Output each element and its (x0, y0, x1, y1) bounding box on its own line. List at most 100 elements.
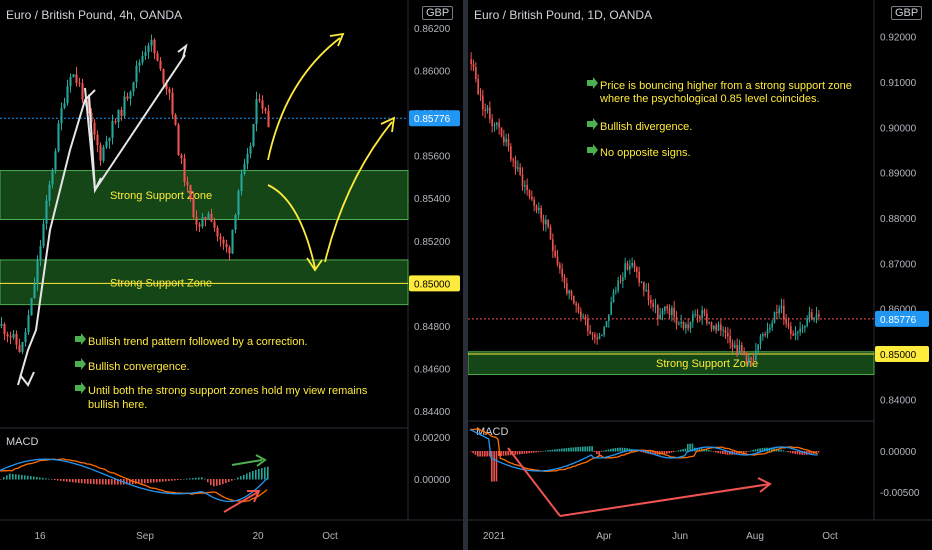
candle-body (652, 303, 654, 307)
yellow-arrowhead (380, 116, 396, 133)
candle-body (801, 327, 804, 329)
candle-body (524, 184, 526, 187)
panel-divider[interactable] (463, 0, 468, 550)
macd-histogram-bar (544, 450, 547, 452)
macd-histogram-bar (547, 450, 549, 452)
level-badge-label: 0.85000 (880, 350, 917, 361)
macd-histogram-bar (565, 448, 568, 452)
macd-histogram-bar (673, 451, 675, 453)
candle-body (703, 310, 706, 314)
candle-body (210, 213, 213, 222)
x-tick-label: Apr (596, 531, 612, 542)
macd-histogram-bar (135, 479, 137, 484)
candle-body (687, 324, 689, 329)
macd-signal-line (469, 428, 818, 473)
candle-body (479, 94, 482, 96)
candle-body (234, 214, 237, 230)
macd-histogram-bar (195, 477, 197, 480)
candle-body (533, 199, 535, 206)
macd-histogram-bar (747, 451, 750, 452)
candle-body (554, 250, 556, 257)
candle-body (680, 321, 682, 324)
candle-body (531, 196, 533, 200)
white-correction-arrow (84, 54, 186, 193)
right-currency-button[interactable]: GBP (891, 6, 923, 20)
macd-histogram-bar (542, 450, 544, 452)
macd-histogram-bar (261, 468, 263, 480)
macd-histogram-bar (96, 479, 98, 485)
macd-histogram-bar (216, 479, 218, 486)
y-tick-label: 0.84000 (880, 395, 917, 406)
macd-histogram-bar (808, 451, 810, 455)
candle-body (33, 284, 36, 299)
macd-histogram-bar (60, 479, 62, 481)
macd-histogram-bar (36, 477, 38, 480)
candle-body (605, 321, 608, 327)
macd-histogram-bar (691, 443, 694, 452)
candle-body (126, 96, 129, 99)
macd-histogram-bar (577, 446, 579, 452)
macd-histogram-bar (801, 451, 803, 455)
left-chart-title: Euro / British Pound, 4h, OANDA (6, 8, 183, 22)
left-chart-panel[interactable]: Euro / British Pound, 4h, OANDA GBP MACD… (0, 0, 463, 550)
macd-histogram-bar (255, 469, 257, 480)
candle-body (701, 310, 703, 318)
candle-body (699, 316, 701, 318)
candle-body (738, 344, 741, 354)
green-arrow-icon (587, 144, 598, 156)
candle-body (610, 302, 612, 315)
macd-histogram-bar (472, 451, 474, 454)
green-arrow-icon (587, 77, 598, 89)
macd-histogram-bar (778, 449, 780, 452)
candle-body (535, 205, 538, 211)
current-price-badge-label: 0.85776 (414, 114, 451, 125)
annotation-text: Bullish convergence. (88, 361, 190, 373)
macd-line (0, 458, 268, 503)
y-tick-label: 0.91000 (880, 78, 917, 89)
macd-histogram-bar (491, 451, 493, 482)
candle-body (496, 122, 498, 125)
macd-histogram-bar (575, 447, 577, 452)
candle-body (675, 316, 678, 325)
candle-body (636, 267, 638, 272)
macd-histogram-bar (498, 451, 500, 457)
macd-histogram-bar (30, 476, 32, 480)
candle-body (580, 311, 582, 318)
macd-histogram-bar (150, 479, 152, 483)
candle-body (183, 158, 186, 183)
white-trend-arrow (17, 89, 96, 386)
macd-histogram-bar (9, 473, 11, 480)
left-currency-button[interactable]: GBP (422, 6, 454, 20)
annotation-text: Bullish trend pattern followed by a corr… (88, 336, 308, 348)
macd-histogram-bar (51, 479, 53, 480)
candle-body (30, 298, 33, 316)
candle-body (596, 337, 598, 340)
macd-histogram-bar (652, 451, 654, 455)
candle-body (813, 317, 815, 320)
annotation-text: Price is bouncing higher from a strong s… (600, 80, 852, 92)
macd-histogram-bar (661, 451, 663, 455)
macd-histogram-bar (474, 451, 477, 455)
right-chart-panel[interactable]: Euro / British Pound, 1D, OANDA GBP MACD… (468, 0, 932, 550)
macd-histogram-bar (687, 443, 689, 452)
macd-histogram-bar (750, 450, 752, 452)
support-zone (468, 351, 875, 375)
candle-body (601, 334, 603, 336)
macd-histogram-bar (87, 479, 89, 484)
green-arrow-icon (75, 382, 86, 394)
candle-body (752, 359, 755, 361)
macd-histogram-bar (535, 451, 537, 453)
macd-histogram-bar (138, 479, 140, 484)
macd-histogram-bar (54, 479, 56, 481)
macd-histogram-bar (201, 477, 203, 480)
candle-body (797, 332, 799, 334)
macd-histogram-bar (698, 448, 701, 452)
annotation-text: Bullish divergence. (600, 121, 692, 133)
macd-histogram-bar (39, 477, 41, 480)
candle-body (75, 74, 78, 83)
x-tick-label: Oct (822, 531, 838, 542)
x-tick-label: 2021 (483, 531, 506, 542)
macd-histogram-bar (213, 479, 215, 487)
macd-histogram-bar (99, 479, 101, 485)
candle-body (736, 345, 738, 354)
